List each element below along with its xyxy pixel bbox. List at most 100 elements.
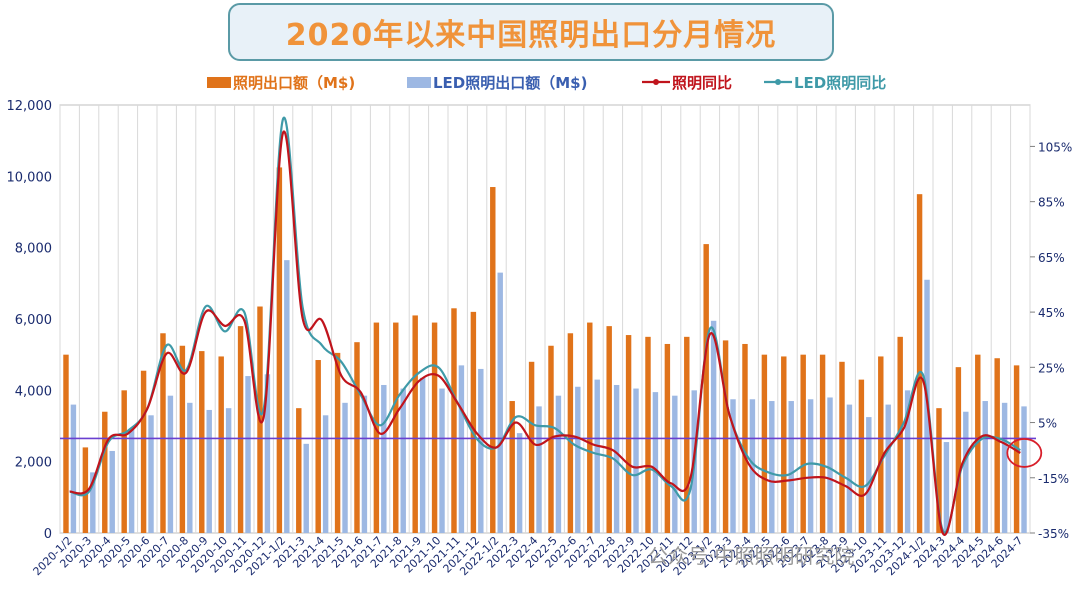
bar-led-export [749, 399, 756, 533]
y-left-tick-label: 12,000 [7, 99, 53, 114]
bar-led-export [788, 401, 794, 533]
bar-led-export [846, 404, 853, 533]
legend-swatch [764, 79, 792, 85]
legend-swatch [642, 79, 670, 85]
bar-lighting-export [334, 352, 341, 533]
legend-item: LED照明出口额（M$) [405, 70, 587, 94]
bar-led-export [536, 406, 542, 533]
bar-led-export [361, 395, 368, 533]
y-right-tick-label: -35% [1038, 527, 1069, 541]
bar-lighting-export [218, 356, 224, 533]
bar-lighting-export [567, 333, 574, 533]
bar-led-export [70, 404, 77, 533]
chart-title: 2020年以来中国照明出口分月情况 [285, 18, 777, 53]
bar-lighting-export [140, 370, 147, 533]
bar-led-export [982, 401, 988, 533]
bar-led-export [148, 415, 154, 533]
line-lighting-yoy [69, 130, 1021, 536]
bar-led-export [497, 272, 503, 533]
bar-lighting-export [878, 356, 884, 533]
bar-lighting-export [1013, 365, 1020, 533]
bar-led-export [710, 320, 717, 533]
bar-led-export [206, 409, 212, 533]
y-right-tick-label: 25% [1038, 361, 1065, 375]
bar-led-export [284, 260, 290, 533]
bar-led-export [342, 402, 348, 533]
bar-led-export [167, 395, 174, 533]
bar-lighting-export [199, 351, 205, 533]
bar-led-export [516, 433, 523, 533]
chart-legend: 照明出口额（M$) LED照明出口额（M$) 照明同比 LED照明同比 [0, 70, 1080, 94]
bar-led-export [613, 384, 620, 533]
bar-lighting-export [781, 356, 787, 533]
legend-label: LED照明出口额（M$) [433, 73, 588, 92]
bar-led-export [904, 390, 911, 533]
y-left-tick-label: 6,000 [15, 313, 52, 328]
bar-lighting-export [179, 345, 186, 533]
bar-lighting-export [858, 379, 865, 533]
legend-swatch [407, 77, 431, 88]
bar-lighting-export [121, 390, 127, 533]
bar-lighting-export [800, 354, 806, 533]
bar-lighting-export [916, 194, 923, 533]
legend-label: 照明出口额（M$) [233, 73, 356, 92]
bar-led-export [827, 397, 833, 533]
bar-led-export [381, 384, 387, 533]
bar-lighting-export [548, 345, 554, 533]
bar-led-export [264, 374, 271, 533]
y-right-tick-label: 105% [1038, 140, 1072, 154]
bar-led-export [807, 399, 814, 533]
bar-lighting-export [839, 361, 845, 533]
bar-lighting-export [470, 311, 477, 533]
bar-led-export [633, 388, 639, 533]
bar-lighting-export [975, 354, 981, 533]
legend-label: LED照明同比 [794, 73, 887, 92]
bar-led-export [1001, 402, 1008, 533]
bar-lighting-export [354, 342, 360, 533]
bar-lighting-export [645, 336, 651, 533]
bar-led-export [90, 472, 96, 533]
bar-lighting-export [509, 401, 515, 533]
bar-lighting-export [703, 244, 709, 533]
bar-lighting-export [393, 322, 399, 533]
chart-title-box: 2020年以来中国照明出口分月情况 [228, 3, 834, 61]
bar-lighting-export [431, 322, 438, 533]
bar-lighting-export [296, 408, 302, 533]
bar-led-export [478, 368, 484, 533]
bar-lighting-export [451, 308, 457, 533]
bar-led-export [769, 401, 775, 533]
y-right-tick-label: -15% [1038, 472, 1069, 486]
bar-lighting-export [625, 335, 632, 533]
watermark-text: 公众号·中照照明研究院 [648, 544, 855, 568]
bar-led-export [575, 386, 581, 533]
bar-led-export [730, 399, 736, 533]
bar-lighting-export [606, 326, 612, 533]
line-led-yoy [69, 116, 1021, 534]
legend-item: 照明同比 [640, 70, 732, 94]
y-right-tick-label: 5% [1038, 417, 1057, 431]
legend-swatch [207, 77, 231, 88]
bar-led-export [322, 415, 329, 533]
bar-led-export [555, 395, 562, 533]
bar-lighting-export [955, 367, 962, 533]
bar-led-export [943, 442, 950, 533]
bar-lighting-export [315, 360, 321, 533]
bar-led-export [187, 402, 193, 533]
y-left-tick-label: 8,000 [15, 242, 52, 257]
y-left-tick-label: 10,000 [7, 170, 53, 185]
last-point-highlight [1006, 438, 1043, 468]
bar-lighting-export [412, 315, 418, 533]
bar-lighting-export [819, 354, 826, 533]
bar-lighting-export [761, 354, 768, 533]
bar-led-export [1021, 406, 1027, 533]
bar-lighting-export [82, 447, 89, 533]
bar-lighting-export [722, 340, 729, 533]
y-right-tick-label: 45% [1038, 306, 1065, 320]
bar-lighting-export [102, 411, 108, 533]
bar-lighting-export [63, 354, 69, 533]
legend-label: 照明同比 [672, 73, 733, 92]
bar-led-export [400, 388, 406, 533]
legend-item: LED照明同比 [762, 70, 886, 94]
y-right-tick-label: 85% [1038, 196, 1065, 210]
